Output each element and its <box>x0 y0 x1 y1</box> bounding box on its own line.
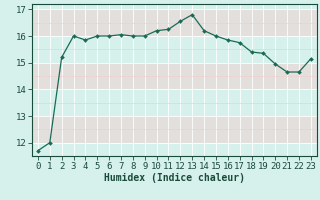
X-axis label: Humidex (Indice chaleur): Humidex (Indice chaleur) <box>104 173 245 183</box>
Bar <box>32 116 317 143</box>
Bar <box>32 63 317 89</box>
Bar <box>32 9 317 36</box>
